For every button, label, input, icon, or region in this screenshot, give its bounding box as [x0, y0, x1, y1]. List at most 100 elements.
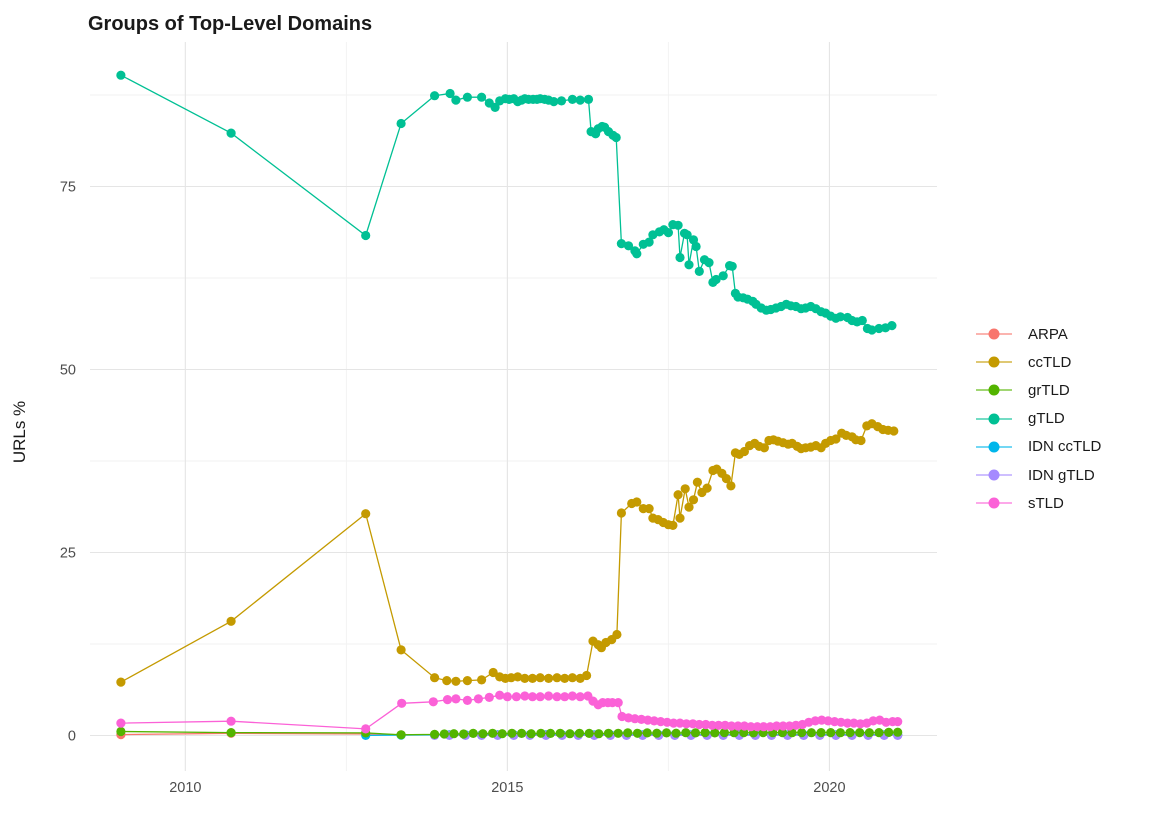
data-point [544, 691, 554, 701]
data-point [669, 718, 679, 728]
data-point [867, 325, 877, 335]
data-point [468, 728, 478, 739]
data-point [116, 70, 126, 80]
data-point [527, 673, 538, 684]
data-point [733, 721, 743, 731]
data-point [612, 629, 622, 640]
legend-label: ARPA [1028, 325, 1068, 343]
legend-key-icon [976, 405, 1012, 433]
data-point [556, 96, 567, 106]
data-point [864, 728, 875, 738]
data-point [704, 258, 714, 268]
data-point [613, 728, 623, 738]
data-point [681, 728, 691, 738]
data-point [718, 271, 728, 281]
data-point [116, 677, 126, 687]
data-point [694, 266, 704, 276]
data-point [549, 97, 559, 107]
data-point [552, 692, 562, 702]
data-point [673, 490, 683, 500]
data-point [857, 315, 867, 326]
data-point [642, 728, 652, 738]
data-point [535, 673, 545, 683]
data-point [567, 691, 578, 701]
data-point [490, 102, 500, 112]
data-point [889, 426, 899, 436]
data-point [797, 728, 807, 738]
data-point [746, 722, 756, 732]
data-point [583, 94, 594, 104]
x-tick-label: 2020 [813, 780, 845, 796]
data-point [700, 728, 710, 738]
data-point [893, 717, 903, 727]
data-point [445, 88, 455, 99]
data-point [488, 728, 498, 738]
data-point [759, 443, 770, 453]
x-tick-label: 2015 [491, 780, 523, 796]
legend-item-grTLD: grTLD [976, 376, 1101, 404]
minor-gridlines [90, 42, 937, 771]
data-point [520, 691, 530, 701]
legend-key-dot [988, 413, 1000, 425]
data-point [497, 729, 507, 739]
data-point [459, 729, 469, 739]
y-tick-label: 50 [60, 362, 76, 378]
data-point [567, 673, 578, 683]
data-point [845, 728, 855, 738]
data-point [884, 727, 894, 738]
data-point [478, 729, 488, 739]
data-point [874, 728, 884, 738]
series-gTLD [116, 70, 897, 335]
legend-item-ARPA: ARPA [976, 320, 1101, 348]
y-tick-label: 25 [60, 545, 76, 561]
data-point [430, 91, 440, 101]
data-point [623, 241, 634, 251]
data-point [778, 721, 788, 731]
data-point [681, 719, 692, 729]
data-point [520, 673, 530, 684]
data-point [726, 481, 736, 491]
legend-label: ccTLD [1028, 353, 1072, 371]
data-point [739, 728, 749, 738]
data-point [396, 730, 406, 740]
data-point [632, 249, 642, 259]
data-point [727, 261, 737, 271]
data-point [752, 722, 762, 732]
data-point [887, 321, 897, 331]
data-point [396, 118, 406, 129]
legend: ARPA ccTLD grTLD gTLD IDN ccTLD IDN gTLD sTLD [976, 320, 1101, 517]
data-point [361, 509, 371, 519]
data-point [584, 728, 594, 739]
data-point [616, 508, 627, 518]
data-point [855, 728, 865, 738]
data-point [682, 230, 692, 240]
series-line [120, 74, 893, 331]
data-point [831, 434, 841, 444]
data-point [396, 645, 406, 655]
data-point [644, 504, 654, 514]
data-point [502, 692, 512, 702]
data-point [582, 670, 592, 681]
x-tick-label: 2010 [169, 780, 201, 796]
data-point [560, 692, 570, 702]
data-point [613, 698, 623, 708]
data-point [575, 95, 585, 105]
data-point [462, 695, 472, 706]
data-point [772, 721, 782, 731]
data-point [535, 692, 545, 702]
data-point [430, 729, 440, 740]
data-point [545, 728, 556, 739]
legend-key-icon [976, 348, 1012, 376]
data-point [856, 435, 866, 446]
data-point [692, 477, 703, 487]
legend-label: gTLD [1028, 410, 1065, 428]
data-point [673, 220, 683, 230]
data-point [806, 728, 817, 738]
legend-item-ccTLD: ccTLD [976, 348, 1101, 376]
data-point [707, 720, 717, 730]
data-point [477, 92, 487, 102]
data-point [663, 228, 674, 238]
data-point [680, 484, 690, 494]
data-point [428, 697, 438, 707]
